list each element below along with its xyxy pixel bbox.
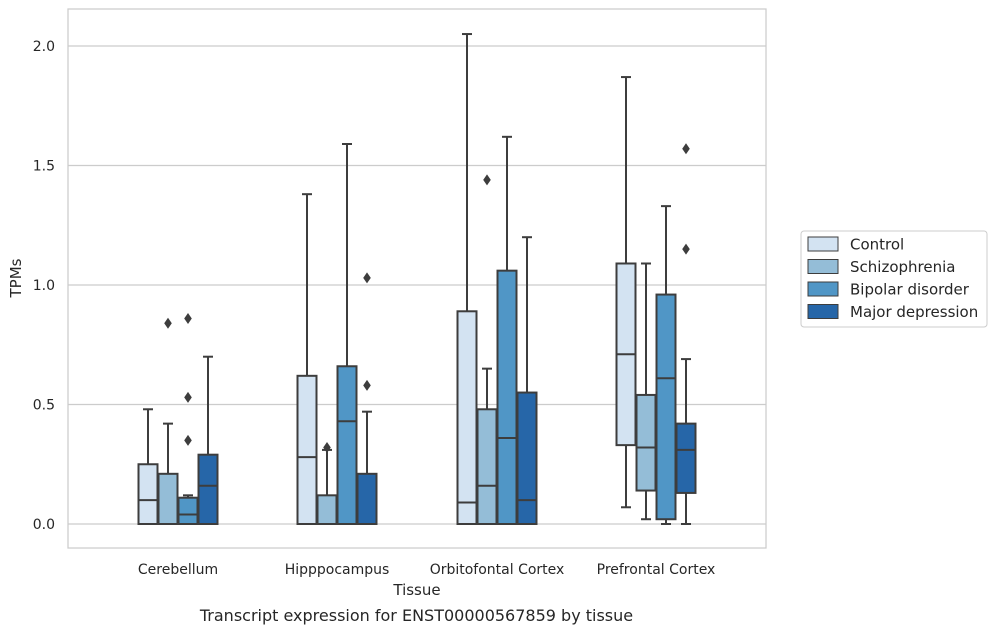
x-axis-ticks: Cerebellum Hipppocampus Orbitofontal Corte… [138, 562, 715, 578]
box-control [296, 193, 318, 525]
legend-label: Schizophrenia [850, 258, 955, 276]
x-tick-label: Hipppocampus [285, 562, 390, 578]
y-axis-ticks: 0.0 0.5 1.0 1.5 2.0 [33, 39, 55, 533]
y-axis-title: TPMs [7, 258, 25, 298]
legend-swatch [807, 304, 839, 319]
legend: Control Schizophrenia Bipolar disorder Majo… [800, 230, 988, 328]
outlier-point [184, 434, 192, 446]
x-tick-label: Prefrontal Cortex [597, 562, 716, 578]
y-tick-label: 1.0 [33, 278, 55, 294]
x-axis-title: Tissue [392, 581, 440, 599]
box-major-depression [197, 355, 219, 525]
y-tick-label: 0.0 [33, 517, 55, 533]
box-control [615, 76, 637, 509]
outlier-point [682, 243, 690, 255]
box-bipolar-disorder [496, 135, 518, 525]
box-major-depression [675, 143, 697, 525]
y-tick-label: 0.5 [33, 398, 55, 414]
box-bipolar-disorder [177, 312, 199, 525]
box-body [336, 365, 358, 526]
legend-label: Control [850, 236, 904, 254]
box-body [516, 391, 538, 525]
box-body [177, 496, 199, 525]
box-body [635, 393, 657, 492]
box-schizophrenia [157, 317, 179, 525]
box-major-depression [356, 272, 378, 525]
box-bipolar-disorder [336, 142, 358, 526]
boxes [137, 33, 697, 526]
legend-swatch [807, 259, 839, 274]
box-body [296, 374, 318, 525]
box-major-depression [516, 236, 538, 525]
box-body [316, 494, 338, 526]
outlier-point [363, 272, 371, 284]
outlier-point [184, 312, 192, 324]
x-tick-label: Cerebellum [138, 562, 218, 578]
legend-label: Bipolar disorder [850, 281, 970, 299]
box-control [456, 33, 478, 526]
box-body [197, 453, 219, 525]
box-body [655, 293, 677, 521]
outlier-point [682, 143, 690, 155]
box-body [456, 310, 478, 526]
outlier-point [184, 391, 192, 403]
y-tick-label: 1.5 [33, 159, 55, 175]
outlier-point [323, 442, 331, 454]
chart-caption: Transcript expression for ENST0000056785… [199, 606, 634, 625]
x-tick-label: Orbitofontal Cortex [430, 562, 565, 578]
box-control [137, 408, 159, 525]
box-body [356, 472, 378, 525]
outlier-point [164, 317, 172, 329]
legend-frame [800, 230, 988, 328]
plot-frame [67, 8, 767, 549]
box-schizophrenia [316, 442, 338, 526]
box-body [157, 472, 179, 525]
box-bipolar-disorder [655, 205, 677, 525]
outlier-point [483, 174, 491, 186]
y-tick-label: 2.0 [33, 39, 55, 55]
box-schizophrenia [476, 174, 498, 525]
legend-swatch [807, 236, 839, 252]
box-body [476, 408, 498, 525]
legend-label: Major depression [850, 303, 978, 321]
box-body [675, 422, 697, 494]
box-body [137, 463, 159, 525]
box-body [496, 269, 518, 525]
legend-swatch [807, 281, 839, 297]
outlier-point [363, 379, 371, 391]
box-schizophrenia [635, 262, 657, 521]
